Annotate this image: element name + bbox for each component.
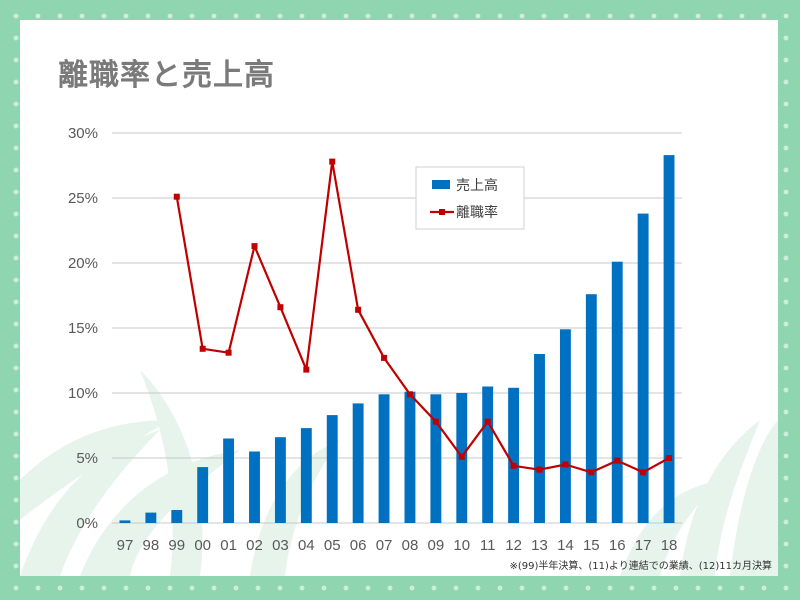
y-tick-label: 10% [68,385,98,402]
bar-15 [585,294,597,523]
x-tick-label: 00 [194,537,211,554]
marker-18 [666,455,673,461]
x-tick-label: 16 [609,537,626,554]
bar-16 [611,261,623,523]
bar-02 [249,451,260,523]
marker-12 [510,462,517,469]
marker-99 [173,193,180,200]
x-tick-label: 11 [480,537,496,554]
y-tick-label: 20% [68,255,98,272]
bar-01 [223,438,235,523]
x-tick-label: 13 [531,537,548,554]
x-tick-label: 07 [376,537,393,554]
marker-11 [484,418,491,425]
turnover-line [173,158,673,476]
marker-09 [432,418,439,425]
x-tick-label: 98 [143,537,160,554]
x-tick-label: 15 [583,537,600,554]
x-tick-label: 14 [557,537,574,554]
x-tick-label: 03 [272,537,289,554]
x-tick-label: 99 [168,537,185,554]
bar-97 [119,520,131,523]
legend-swatch-sales [432,180,450,189]
bar-00 [197,467,209,523]
marker-08 [406,391,413,398]
x-tick-label: 02 [246,537,263,554]
x-tick-label: 12 [505,537,522,554]
bar-07 [378,394,390,523]
marker-00 [199,345,206,352]
marker-16 [614,457,621,464]
x-tick-label: 06 [350,537,367,554]
slide: 離職率と売上高 0% 5% 10% 15% 20% 25% 30% 97 98 99 00 01 02… [20,20,778,576]
x-axis-ticks: 97 98 99 00 01 02 03 04 05 06 07 08 09 10 11 12 13 14 15 16… [117,537,678,554]
y-tick-label: 25% [68,190,98,207]
y-axis-ticks: 0% 5% 10% 15% 20% 25% 30% [68,125,98,532]
bar-98 [145,512,157,523]
bar-09 [430,394,442,523]
x-tick-label: 18 [661,537,678,554]
x-tick-label: 09 [428,537,445,554]
legend-label-sales: 売上高 [456,177,498,194]
combo-chart: 0% 5% 10% 15% 20% 25% 30% 97 98 99 00 01 02 03 04 05 06… [68,125,682,554]
x-tick-label: 08 [402,537,419,554]
marker-17 [640,469,647,476]
legend-label-turnover: 離職率 [456,204,498,221]
marker-15 [588,469,595,476]
marker-02 [251,243,258,250]
legend-box [415,166,525,230]
sales-bars [119,155,675,523]
y-tick-label: 30% [68,125,98,142]
bar-06 [352,403,364,523]
marker-05 [329,158,336,165]
bar-14 [559,329,571,523]
slide-title: 離職率と売上高 [58,58,275,93]
bar-18 [663,155,675,523]
bar-03 [274,437,286,523]
marker-06 [355,306,362,313]
bar-08 [404,391,416,523]
marker-01 [225,349,232,356]
marker-04 [303,366,310,373]
y-tick-label: 0% [76,515,98,532]
turnover-polyline [175,160,670,474]
footnote: ※(99)半年決算、(11)より連結での業績、(12)11カ月決算 [509,561,773,572]
x-tick-label: 10 [453,537,470,554]
marker-03 [277,304,284,311]
x-tick-label: 97 [117,537,134,554]
bar-12 [508,387,520,523]
bar-04 [300,428,312,523]
marker-07 [381,354,388,361]
x-tick-label: 05 [324,537,341,554]
x-tick-label: 01 [220,537,237,554]
bar-11 [482,386,494,523]
marker-10 [458,453,465,460]
bar-13 [534,354,545,523]
y-tick-label: 15% [68,320,98,337]
bar-99 [171,510,183,523]
y-tick-label: 5% [76,450,98,467]
marker-14 [562,461,569,468]
marker-13 [536,466,543,473]
x-tick-label: 17 [635,537,652,554]
bar-05 [326,415,338,523]
bar-17 [637,213,649,523]
x-tick-label: 04 [298,537,315,554]
